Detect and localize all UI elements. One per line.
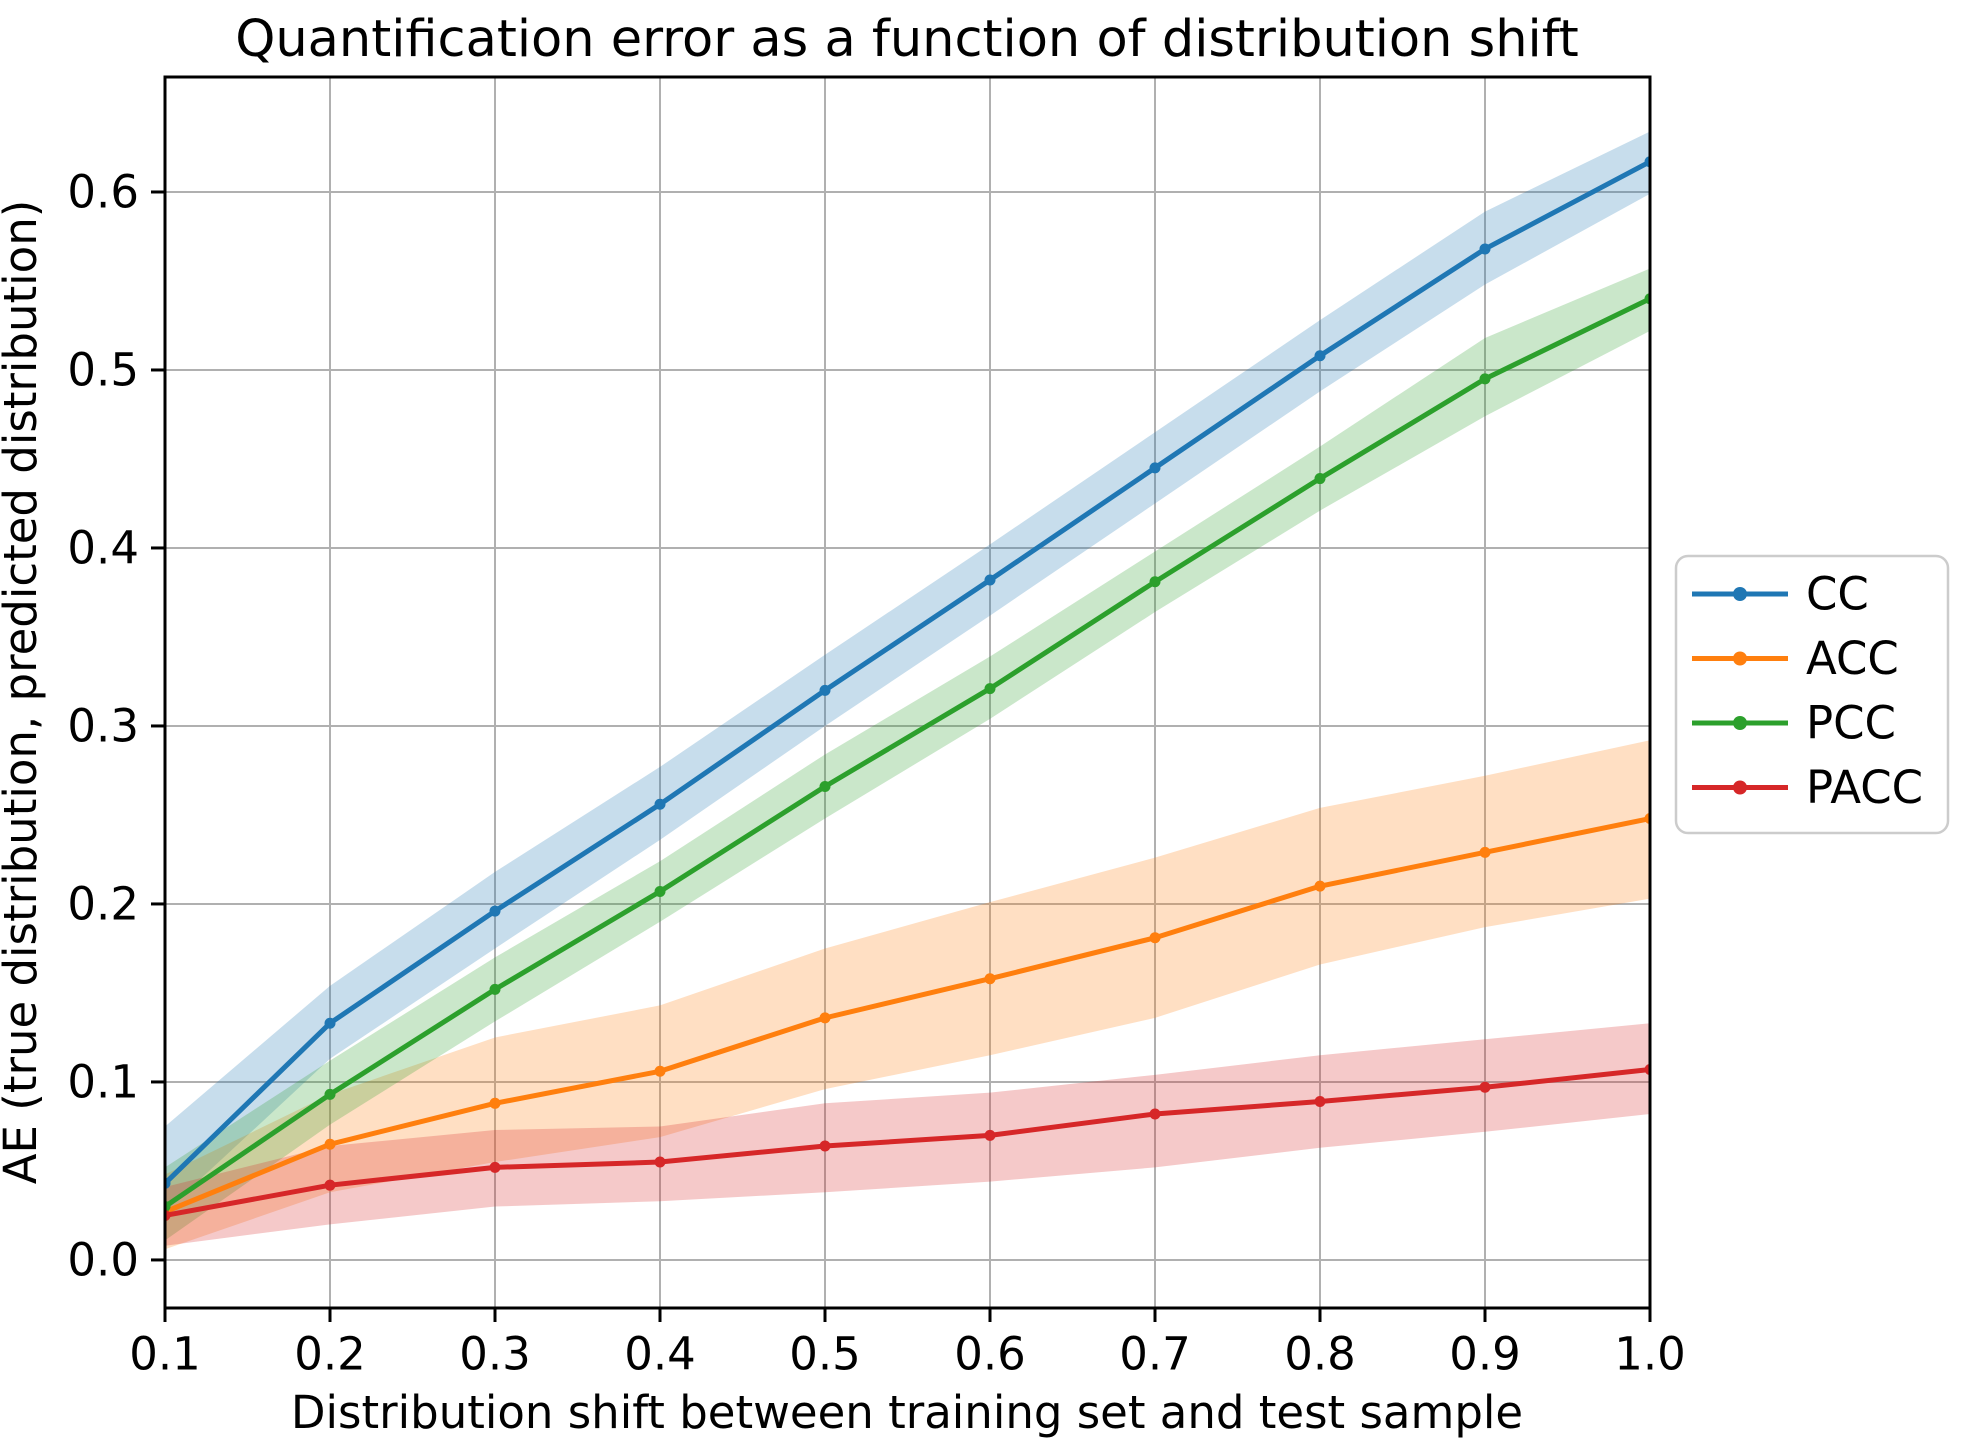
data-point-CC [1314, 350, 1326, 362]
series-line-ACC [165, 816, 1650, 1215]
data-point-PACC [654, 1156, 666, 1168]
data-point-PACC [1479, 1081, 1491, 1093]
data-point-PACC [324, 1179, 336, 1191]
x-tick-label: 0.9 [1449, 1328, 1521, 1381]
chart-title: Quantification error as a function of di… [235, 10, 1579, 69]
plot-border [163, 75, 1652, 1310]
series-lines-layer [165, 156, 1650, 1221]
series-line-PCC [165, 296, 1650, 1210]
legend-marker-ACC [1733, 651, 1747, 666]
x-tick-label: 0.2 [294, 1328, 366, 1381]
data-point-PCC [324, 1088, 336, 1100]
legend-label-ACC: ACC [1806, 632, 1899, 685]
confidence-band-PACC [165, 1023, 1650, 1246]
ticks-layer [151, 190, 1652, 1322]
data-point-ACC [1314, 880, 1326, 892]
x-tick-label: 0.1 [129, 1328, 201, 1381]
legend-marker-PACC [1733, 780, 1747, 795]
confidence-band-CC [165, 131, 1650, 1212]
y-tick-label: 0.5 [67, 343, 139, 396]
data-point-PCC [654, 885, 666, 897]
x-tick-label: 0.5 [789, 1328, 861, 1381]
data-point-CC [1149, 462, 1161, 474]
legend-marker-PCC [1733, 716, 1747, 730]
legend-label-PCC: PCC [1806, 697, 1896, 750]
y-axis-label: AE (true distribution, predicted distrib… [0, 200, 47, 1185]
legend-box [1674, 554, 1950, 835]
data-point-PCC [489, 983, 501, 995]
y-tick-label: 0.3 [67, 699, 139, 752]
legend-label-PACC: PACC [1806, 761, 1923, 814]
x-tick-label: 0.3 [459, 1328, 531, 1381]
x-tick-label: 0.8 [1284, 1328, 1356, 1381]
x-tick-label: 0.7 [1119, 1328, 1191, 1381]
confidence-band-ACC [165, 740, 1650, 1250]
data-point-CC [654, 798, 666, 810]
data-point-ACC [984, 973, 996, 985]
data-point-PACC [984, 1129, 996, 1141]
data-point-PCC [1479, 373, 1491, 385]
confidence-bands-layer [165, 131, 1650, 1250]
series-line-PACC [165, 1066, 1650, 1218]
data-point-PACC [1149, 1108, 1161, 1120]
y-tick-label: 0.1 [67, 1055, 139, 1108]
data-point-PCC [984, 683, 996, 695]
data-point-CC [489, 905, 501, 917]
data-point-PCC [819, 780, 831, 792]
data-point-ACC [819, 1012, 831, 1024]
data-point-ACC [1479, 846, 1491, 858]
y-tick-label: 0.6 [67, 165, 139, 218]
y-tick-label: 0.0 [67, 1233, 139, 1286]
y-tick-label: 0.2 [67, 877, 139, 930]
data-point-ACC [489, 1097, 501, 1109]
x-tick-label: 1.0 [1614, 1328, 1686, 1381]
data-point-CC [1479, 243, 1491, 255]
data-point-CC [819, 684, 831, 696]
legend-marker-CC [1733, 587, 1747, 601]
data-point-PACC [1314, 1096, 1326, 1108]
confidence-band-PCC [165, 268, 1650, 1241]
legend-label-CC: CC [1806, 568, 1869, 621]
tick-labels-layer: 0.1 0.2 0.3 0.4 0.5 0.6 0.7 0.8 0.9 1.0 0.0 0.1 0.2 0… [67, 165, 1685, 1380]
data-point-PCC [1314, 473, 1326, 485]
data-point-CC [324, 1017, 336, 1029]
data-point-ACC [654, 1065, 666, 1077]
y-tick-label: 0.4 [67, 521, 139, 574]
data-point-CC [984, 574, 996, 586]
x-tick-label: 0.4 [624, 1328, 696, 1381]
legend: CC ACC PCC PACC [1674, 554, 1950, 835]
data-point-PACC [819, 1140, 831, 1152]
x-tick-label: 0.6 [954, 1328, 1026, 1381]
data-point-ACC [324, 1138, 336, 1150]
x-axis-label: Distribution shift between training set … [291, 1386, 1523, 1439]
data-point-PACC [489, 1161, 501, 1173]
data-point-ACC [1149, 932, 1161, 944]
data-point-PCC [1149, 576, 1161, 588]
series-line-CC [165, 159, 1650, 1186]
